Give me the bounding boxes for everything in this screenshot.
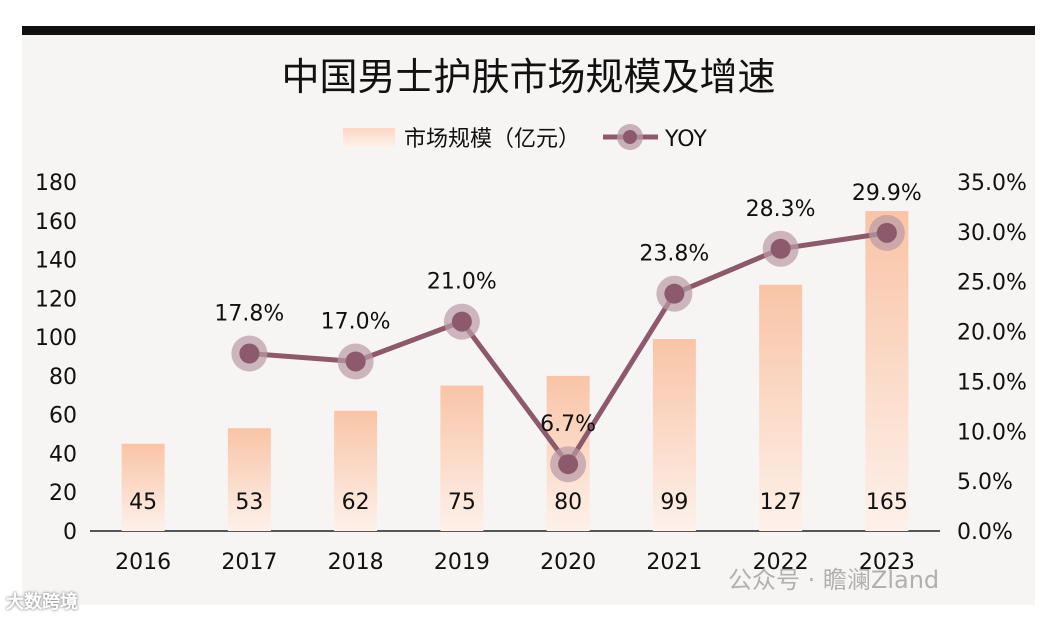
bar-2021	[652, 339, 696, 531]
legend-bar-swatch	[343, 128, 395, 147]
y-right-tick-label: 20.0%	[957, 321, 1027, 346]
x-tick-label: 2017	[221, 550, 277, 575]
bar-2017	[227, 428, 271, 531]
legend-bar-label: 市场规模（亿元）	[404, 127, 580, 152]
bar-2016	[121, 443, 165, 531]
yoy-value-label: 17.8%	[214, 302, 284, 327]
chart-title: 中国男士护肤市场规模及增速	[281, 55, 776, 99]
yoy-value-label: 28.3%	[746, 197, 816, 222]
yoy-value-label: 21.0%	[427, 270, 497, 295]
yoy-point-2020	[550, 446, 587, 483]
y-right-tick-label: 0.0%	[957, 520, 1013, 545]
bar-2018	[334, 410, 378, 531]
yoy-marker	[876, 222, 897, 243]
yoy-value-label: 23.8%	[639, 242, 709, 267]
x-tick-label: 2020	[540, 550, 596, 575]
yoy-marker	[451, 311, 472, 332]
x-tick-label: 2019	[434, 550, 490, 575]
y-left-tick-label: 140	[35, 249, 77, 274]
y-right-tick-label: 25.0%	[957, 271, 1027, 296]
y-left-tick-label: 20	[49, 481, 77, 506]
bar-value-label: 127	[760, 490, 802, 515]
y-left-tick-label: 40	[49, 442, 77, 467]
y-right-tick-label: 35.0%	[957, 171, 1027, 196]
y-right-tick-label: 30.0%	[957, 221, 1027, 246]
legend-marker	[623, 130, 637, 144]
yoy-value-label: 6.7%	[540, 412, 596, 437]
yoy-point-2018	[337, 343, 374, 380]
bar-2022	[759, 284, 803, 531]
bar-value-label: 45	[129, 490, 157, 515]
yoy-marker	[239, 343, 260, 364]
watermark-right: 公众号 · 瞻澜Zland	[728, 566, 940, 594]
yoy-marker	[664, 283, 685, 304]
x-tick-label: 2022	[753, 550, 809, 575]
yoy-point-2021	[656, 275, 693, 312]
bar-value-label: 80	[554, 490, 582, 515]
yoy-value-label: 17.0%	[321, 309, 391, 334]
bar-value-label: 53	[235, 490, 263, 515]
y-left-tick-label: 80	[49, 365, 77, 390]
bar-2019	[440, 385, 484, 531]
x-tick-label: 2023	[859, 550, 915, 575]
yoy-point-2017	[231, 335, 268, 372]
legend: 市场规模（亿元） YOY	[343, 124, 707, 152]
y-right-tick-label: 15.0%	[957, 370, 1027, 395]
watermark-left: 大数跨境	[6, 592, 78, 613]
bar-value-label: 99	[660, 490, 688, 515]
x-tick-label: 2021	[646, 550, 702, 575]
y-left-tick-label: 180	[35, 171, 77, 196]
yoy-marker	[770, 238, 791, 259]
bar-value-label: 75	[448, 490, 476, 515]
yoy-point-2023	[868, 214, 905, 251]
yoy-marker	[345, 351, 366, 372]
yoy-point-2019	[443, 303, 480, 340]
bar-2023	[865, 211, 909, 532]
y-left-tick-label: 100	[35, 326, 77, 351]
y-left-tick-label: 160	[35, 210, 77, 235]
x-tick-label: 2018	[328, 550, 384, 575]
bar-value-label: 62	[342, 490, 370, 515]
x-tick-label: 2016	[115, 550, 171, 575]
top-border-bar	[22, 26, 1035, 35]
y-right-tick-label: 10.0%	[957, 420, 1027, 445]
yoy-marker	[558, 454, 579, 475]
y-left-tick-label: 0	[63, 520, 77, 545]
y-left-tick-label: 60	[49, 404, 77, 429]
bar-value-label: 165	[866, 490, 908, 515]
y-left-tick-label: 120	[35, 287, 77, 312]
legend-line-label: YOY	[664, 127, 707, 152]
yoy-value-label: 29.9%	[852, 181, 922, 206]
y-right-tick-label: 5.0%	[957, 470, 1013, 495]
yoy-point-2022	[762, 230, 799, 267]
